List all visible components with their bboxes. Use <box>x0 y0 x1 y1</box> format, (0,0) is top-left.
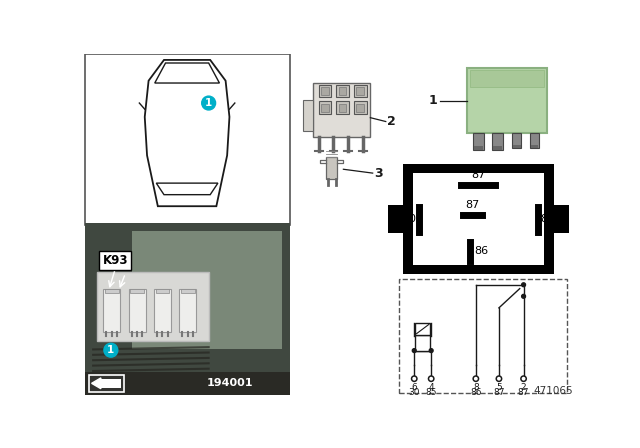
Polygon shape <box>155 63 220 83</box>
Bar <box>86 54 289 225</box>
Bar <box>312 83 371 137</box>
Circle shape <box>521 376 526 381</box>
Circle shape <box>412 376 417 381</box>
Circle shape <box>522 294 525 298</box>
Text: 2: 2 <box>521 383 526 392</box>
Circle shape <box>496 376 502 381</box>
Text: 3: 3 <box>374 167 383 180</box>
Polygon shape <box>92 378 101 389</box>
Bar <box>132 231 282 349</box>
Bar <box>356 87 364 95</box>
Bar <box>354 102 367 114</box>
Bar <box>531 145 538 148</box>
Bar <box>86 223 289 395</box>
Text: 87: 87 <box>465 200 479 210</box>
Circle shape <box>473 376 479 381</box>
Bar <box>554 206 569 233</box>
Bar <box>415 335 431 351</box>
Bar <box>99 379 121 388</box>
Bar <box>337 102 349 114</box>
Bar <box>474 146 483 150</box>
Bar <box>512 133 521 148</box>
Bar <box>492 133 503 150</box>
Bar <box>97 271 209 341</box>
Bar <box>326 157 337 178</box>
Bar <box>181 289 195 293</box>
Bar <box>86 223 289 395</box>
Text: 85: 85 <box>426 388 437 397</box>
Bar <box>319 102 331 114</box>
Bar <box>354 85 367 97</box>
Bar <box>339 104 346 112</box>
Text: 87: 87 <box>471 170 485 180</box>
Bar <box>413 173 545 265</box>
Text: 1: 1 <box>108 345 115 355</box>
Polygon shape <box>145 60 230 206</box>
Circle shape <box>104 343 118 357</box>
Text: 8: 8 <box>473 383 479 392</box>
Text: 87: 87 <box>493 388 505 397</box>
Text: 471065: 471065 <box>533 387 573 396</box>
Text: K93: K93 <box>102 254 128 267</box>
Text: 86: 86 <box>470 388 481 397</box>
Bar <box>130 289 144 293</box>
Text: 1: 1 <box>429 94 437 107</box>
Bar <box>467 68 547 133</box>
Bar <box>86 372 289 395</box>
Text: 86: 86 <box>474 246 488 256</box>
Bar <box>105 289 118 293</box>
Bar <box>356 104 364 112</box>
Text: 87: 87 <box>518 388 529 397</box>
Bar <box>399 279 566 392</box>
Bar <box>337 85 349 97</box>
Text: 2: 2 <box>387 115 396 128</box>
Bar <box>179 289 196 332</box>
Bar <box>321 104 329 112</box>
Bar <box>339 87 346 95</box>
Circle shape <box>429 376 434 381</box>
Bar <box>388 206 403 233</box>
Bar <box>470 70 543 87</box>
Text: 6: 6 <box>412 383 417 392</box>
Bar <box>156 289 170 293</box>
Text: 194001: 194001 <box>206 378 253 388</box>
Bar <box>303 100 312 131</box>
Bar <box>513 145 520 148</box>
Bar <box>321 87 329 95</box>
Polygon shape <box>156 183 218 195</box>
Bar <box>530 133 539 148</box>
Text: 5: 5 <box>496 383 502 392</box>
Bar <box>493 146 502 150</box>
Circle shape <box>429 349 433 353</box>
Bar <box>473 133 484 150</box>
Bar <box>319 85 331 97</box>
Bar <box>129 289 145 332</box>
Circle shape <box>522 283 525 287</box>
Circle shape <box>412 349 416 353</box>
Text: 1: 1 <box>205 98 212 108</box>
Bar <box>415 323 431 335</box>
Text: 30: 30 <box>403 214 417 224</box>
Bar <box>403 164 554 274</box>
Bar <box>103 289 120 332</box>
Text: 4: 4 <box>428 383 434 392</box>
Bar <box>205 375 285 391</box>
Bar <box>154 289 171 332</box>
Text: 85: 85 <box>541 214 555 224</box>
Bar <box>90 375 124 392</box>
Text: 30: 30 <box>408 388 420 397</box>
Circle shape <box>202 96 216 110</box>
